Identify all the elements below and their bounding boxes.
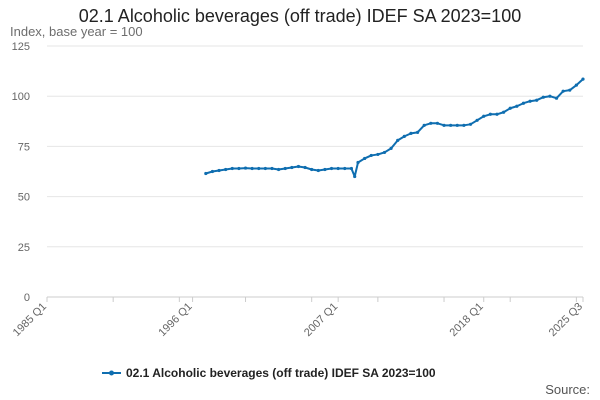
data-point [488, 112, 492, 116]
data-point [402, 134, 406, 138]
data-point [363, 156, 367, 161]
data-point [528, 99, 532, 103]
data-point [462, 123, 466, 127]
data-point [468, 122, 473, 126]
data-point [475, 118, 479, 122]
data-point [574, 83, 578, 87]
data-point [422, 123, 426, 127]
y-tick-label: 50 [18, 192, 30, 204]
data-point [521, 101, 526, 105]
legend[interactable]: 02.1 Alcoholic beverages (off trade) IDE… [102, 366, 436, 380]
data-point [277, 167, 281, 172]
data-point [270, 166, 274, 171]
chart-title: 02.1 Alcoholic beverages (off trade) IDE… [78, 6, 522, 26]
data-point [449, 123, 453, 127]
data-point [296, 164, 301, 169]
data-point [415, 130, 420, 134]
data-point [353, 174, 357, 179]
gridlines [47, 45, 583, 298]
data-point [204, 171, 208, 176]
data-point [442, 123, 446, 127]
data-point [329, 166, 334, 171]
source-label: Source: [545, 382, 590, 397]
data-point [257, 166, 261, 171]
data-point [382, 150, 387, 155]
data-point [455, 123, 459, 127]
data-point [283, 166, 287, 171]
data-point [541, 95, 545, 99]
data-point [356, 160, 360, 165]
y-tick-label: 25 [18, 242, 30, 254]
data-point [482, 114, 486, 118]
data-point [243, 166, 248, 170]
data-point [290, 165, 294, 170]
data-point [495, 112, 499, 116]
x-tick-label: 2025 Q3 [547, 301, 585, 339]
data-point [501, 110, 506, 114]
data-point [250, 166, 254, 171]
series-line [205, 78, 584, 178]
legend-swatch-marker [109, 370, 114, 376]
data-point [343, 166, 347, 171]
data-point [409, 131, 413, 135]
data-point [316, 168, 320, 173]
series-layer [204, 77, 585, 179]
data-point [323, 167, 327, 172]
data-point [535, 98, 539, 102]
y-tick-label: 0 [24, 292, 30, 304]
y-tick-label: 75 [18, 141, 30, 153]
legend-item-label: 02.1 Alcoholic beverages (off trade) IDE… [126, 366, 436, 380]
data-point [369, 153, 373, 158]
data-point [263, 166, 267, 171]
data-point [515, 104, 519, 108]
x-tick-label: 1985 Q1 [11, 301, 49, 339]
data-point [548, 94, 552, 98]
data-point [237, 166, 241, 171]
data-point [310, 167, 314, 172]
data-point [396, 138, 400, 142]
data-point [429, 121, 433, 125]
x-tick-label: 2007 Q1 [302, 301, 340, 339]
data-point [568, 88, 572, 92]
data-point [210, 169, 215, 174]
data-point [303, 165, 307, 170]
data-point [508, 106, 512, 110]
y-tick-label: 125 [12, 41, 30, 53]
data-point [217, 168, 221, 173]
y-axis-unit-label: Index, base year = 100 [10, 24, 143, 39]
data-point [224, 167, 228, 172]
x-axis: 0 25 50 75 100 125 1985 Q1 1996 Q1 2007 Q1 2018 Q… [11, 41, 585, 339]
data-point [336, 166, 340, 171]
data-point [435, 121, 440, 125]
data-point [561, 89, 565, 93]
data-point [389, 146, 393, 151]
data-point [554, 96, 559, 100]
x-tick-label: 2018 Q1 [448, 301, 486, 339]
x-tick-label: 1996 Q1 [156, 301, 194, 339]
y-tick-label: 100 [12, 91, 30, 103]
data-point [230, 166, 234, 171]
data-point [349, 166, 353, 171]
data-point [376, 152, 380, 157]
data-point [581, 77, 585, 81]
